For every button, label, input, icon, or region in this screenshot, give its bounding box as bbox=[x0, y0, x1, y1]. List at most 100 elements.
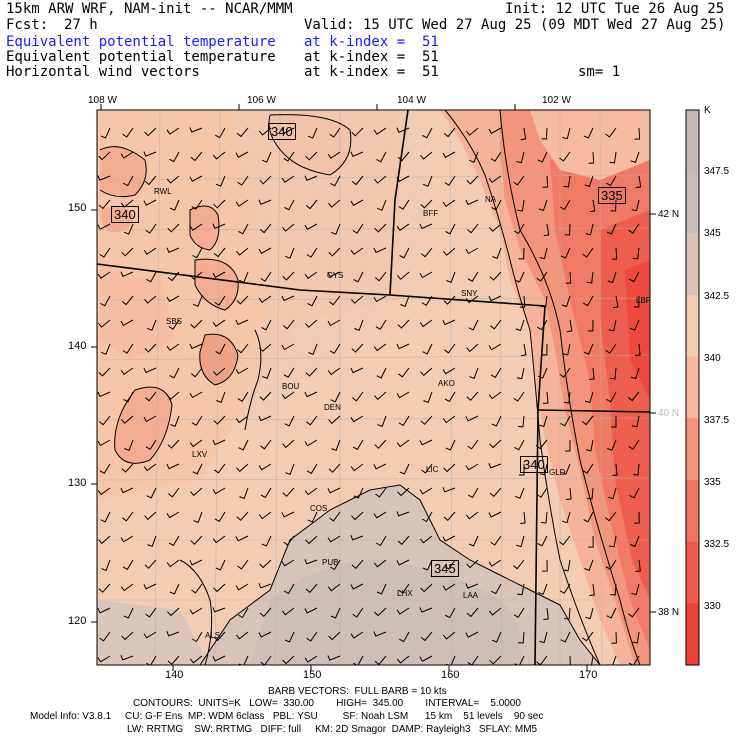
wind-barb bbox=[608, 319, 617, 332]
wind-barb bbox=[466, 607, 479, 618]
wind-barb bbox=[543, 607, 549, 620]
wind-barb bbox=[306, 463, 318, 475]
wind-barb bbox=[327, 271, 341, 278]
wind-barb bbox=[421, 511, 433, 523]
wind-barb bbox=[239, 487, 249, 499]
wind-barb bbox=[235, 199, 249, 207]
wind-barb bbox=[442, 415, 456, 424]
wind-barb bbox=[328, 295, 341, 306]
wind-barb bbox=[583, 295, 594, 307]
wind-barb bbox=[258, 247, 272, 254]
init-time: Init: 12 UTC Tue 26 Aug 25 bbox=[505, 1, 725, 17]
station-label: LXV bbox=[192, 450, 208, 459]
wind-barb bbox=[488, 511, 502, 518]
wind-barb bbox=[538, 199, 548, 212]
wind-barb bbox=[566, 487, 572, 500]
wind-barb bbox=[609, 535, 617, 548]
wind-barb bbox=[283, 535, 295, 546]
contour-lines bbox=[99, 110, 641, 665]
wind-barb bbox=[536, 487, 548, 498]
wind-barb bbox=[281, 295, 295, 302]
wind-barb bbox=[282, 271, 295, 281]
wind-barb bbox=[585, 607, 594, 620]
wind-barb bbox=[466, 559, 479, 569]
wind-barb bbox=[100, 295, 111, 307]
wind-barb bbox=[605, 127, 617, 138]
wind-barb bbox=[329, 127, 341, 138]
wind-barb bbox=[97, 271, 111, 279]
wind-barb bbox=[538, 583, 548, 595]
wind-barb bbox=[304, 655, 318, 663]
wind-barb bbox=[99, 463, 111, 474]
wind-barb bbox=[564, 607, 571, 620]
wind-barb bbox=[419, 319, 433, 328]
wind-barb bbox=[537, 151, 548, 163]
wind-barb bbox=[374, 439, 387, 449]
wind-barb bbox=[373, 343, 387, 352]
wind-barb bbox=[212, 535, 226, 544]
wind-barb bbox=[630, 535, 640, 547]
wind-barb bbox=[420, 199, 433, 209]
wind-barb bbox=[143, 631, 157, 639]
colorbar-label-342-5: 342.5 bbox=[704, 291, 730, 302]
field-row-3-level: at k-index = 51 bbox=[304, 64, 439, 80]
wind-barb bbox=[285, 247, 295, 259]
wind-barb bbox=[328, 463, 341, 473]
wind-barb bbox=[167, 607, 180, 617]
wind-barb bbox=[513, 175, 525, 186]
lon-label-106w: 106 W bbox=[247, 95, 276, 106]
station-label: COS bbox=[310, 504, 328, 513]
field-row-1-level: at k-index = 51 bbox=[304, 34, 439, 50]
wind-barb bbox=[396, 175, 410, 182]
contour-label: 340 bbox=[520, 456, 548, 473]
wind-barb bbox=[260, 271, 272, 282]
wind-barb bbox=[191, 583, 203, 594]
wind-barb bbox=[587, 487, 594, 500]
wind-barb bbox=[304, 271, 318, 279]
wind-barb bbox=[193, 295, 203, 307]
wind-barb bbox=[513, 223, 525, 235]
wind-barb bbox=[120, 271, 134, 277]
wind-barb bbox=[122, 127, 134, 138]
wind-barb bbox=[539, 247, 548, 260]
wind-barb bbox=[120, 151, 134, 159]
wind-barb bbox=[397, 151, 410, 162]
wind-barb bbox=[491, 415, 502, 427]
wind-barb bbox=[282, 319, 295, 330]
wind-barb bbox=[518, 247, 525, 260]
wind-barb bbox=[327, 487, 341, 494]
wind-barb bbox=[396, 607, 410, 615]
wind-barb bbox=[489, 487, 502, 498]
wind-barb bbox=[583, 511, 594, 523]
lat-label-38n: 38 N bbox=[658, 607, 680, 618]
wind-barb bbox=[611, 631, 617, 644]
wind-barb bbox=[146, 487, 157, 499]
wind-barb bbox=[352, 223, 364, 234]
wind-barb bbox=[239, 271, 249, 283]
wind-barb bbox=[235, 319, 249, 326]
wind-barb bbox=[375, 535, 387, 547]
wind-barb bbox=[166, 343, 180, 351]
wind-barb bbox=[607, 271, 617, 284]
wind-barb bbox=[282, 223, 295, 232]
wind-barb bbox=[517, 415, 525, 428]
wind-barb bbox=[582, 247, 594, 258]
wind-barb bbox=[588, 535, 594, 548]
wind-barb bbox=[606, 223, 617, 235]
wind-barb bbox=[304, 559, 318, 565]
wind-barb bbox=[628, 607, 640, 618]
wind-barb bbox=[445, 439, 456, 451]
wind-barb bbox=[465, 199, 479, 206]
wind-barb bbox=[283, 367, 295, 378]
station-label: GLD bbox=[549, 468, 566, 477]
station-label: LBF bbox=[636, 296, 651, 305]
wind-barb bbox=[422, 559, 433, 571]
wind-barb bbox=[564, 223, 571, 236]
colorbar-unit: K bbox=[704, 105, 711, 116]
wind-barb bbox=[285, 463, 295, 475]
wind-barb bbox=[307, 295, 318, 307]
wind-barb bbox=[539, 631, 548, 644]
wind-barb bbox=[189, 175, 203, 182]
wind-barb bbox=[419, 271, 433, 279]
colorbar-frame bbox=[685, 109, 700, 666]
